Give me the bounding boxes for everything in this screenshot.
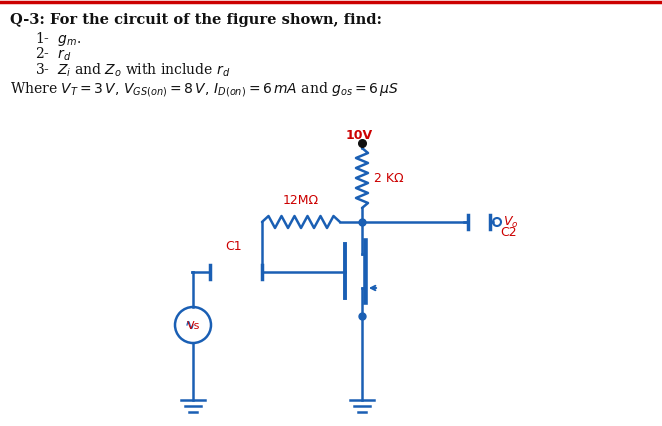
- Text: 12MΩ: 12MΩ: [283, 194, 319, 207]
- Text: C2: C2: [500, 226, 517, 239]
- Text: 1-  $g_m$.: 1- $g_m$.: [35, 30, 81, 48]
- Text: Vs: Vs: [187, 321, 201, 331]
- Text: 2 KΩ: 2 KΩ: [374, 172, 404, 184]
- Text: C1: C1: [226, 240, 242, 253]
- Text: $V_o$: $V_o$: [503, 214, 518, 230]
- Text: 2-  $r_d$: 2- $r_d$: [35, 46, 71, 63]
- Text: 3-  $Z_i$ and $Z_o$ with include $r_d$: 3- $Z_i$ and $Z_o$ with include $r_d$: [35, 62, 230, 79]
- Text: Where $V_T = 3\,V,\, V_{GS(on)} = 8\,V,\, I_{D(on)} = 6\,mA$ and $g_{os} = 6\,\m: Where $V_T = 3\,V,\, V_{GS(on)} = 8\,V,\…: [10, 80, 399, 99]
- Text: Q-3: For the circuit of the figure shown, find:: Q-3: For the circuit of the figure shown…: [10, 13, 382, 27]
- Text: 10V: 10V: [346, 129, 373, 142]
